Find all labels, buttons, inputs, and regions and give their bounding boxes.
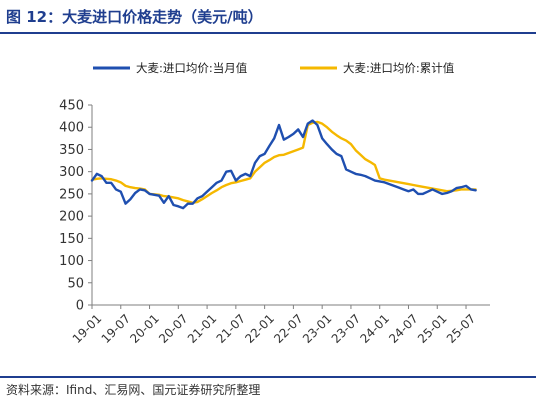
y-tick-label: 0 [76,299,84,314]
x-tick-label: 20-01 [127,311,162,346]
x-tick-label: 25-07 [444,311,479,346]
y-ticks: 0 50 100 150 200 250 300 350 400 450 [59,99,92,314]
series-group [90,119,477,210]
x-tick-label: 21-01 [185,311,220,346]
figure-title: 图 12：大麦进口价格走势（美元/吨） [6,8,263,26]
x-tick-label: 22-07 [271,311,306,346]
x-tick-label: 19-07 [99,311,134,346]
x-tick-label: 19-01 [70,311,105,346]
source-note: 资料来源：Ifind、汇易网、国元证券研究所整理 [6,383,261,397]
y-tick-label: 300 [59,165,84,180]
y-tick-label: 250 [59,187,84,202]
series-line-monthly [90,119,477,210]
y-tick-label: 150 [59,232,84,247]
x-tick-label: 24-07 [386,311,421,346]
legend: 大麦:进口均价:当月值 大麦:进口均价:累计值 [93,61,455,75]
x-tick-label: 21-07 [214,311,249,346]
x-tick-label: 23-07 [329,311,364,346]
x-tick-label: 20-07 [156,311,191,346]
legend-label-cumulative: 大麦:进口均价:累计值 [343,61,455,75]
x-ticks: 19-0119-0720-0120-0721-0121-0722-0122-07… [70,305,479,346]
x-tick-label: 22-01 [242,311,277,346]
y-tick-label: 350 [59,143,84,158]
x-tick-label: 23-01 [300,311,335,346]
top-rule [0,32,536,34]
bottom-rule [0,376,536,378]
y-tick-label: 50 [67,276,84,291]
y-tick-label: 100 [59,254,84,269]
series-line-cumulative [90,120,477,204]
x-tick-label: 25-01 [415,311,450,346]
line-chart: 大麦:进口均价:当月值 大麦:进口均价:累计值 0 50 100 150 200 250 3… [59,61,490,346]
y-tick-label: 400 [59,121,84,136]
legend-label-monthly: 大麦:进口均价:当月值 [136,61,248,75]
y-tick-label: 450 [59,99,84,114]
y-tick-label: 200 [59,210,84,225]
x-tick-label: 24-01 [357,311,392,346]
